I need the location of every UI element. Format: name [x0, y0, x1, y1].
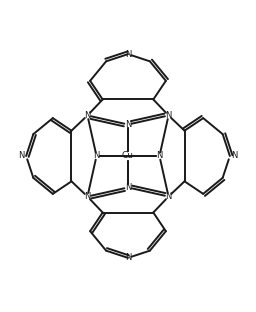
- Text: N: N: [125, 253, 131, 262]
- Text: N: N: [165, 111, 172, 120]
- Text: N: N: [125, 50, 131, 59]
- Text: Cu: Cu: [122, 152, 134, 160]
- Text: N: N: [84, 111, 91, 120]
- Text: N: N: [125, 120, 131, 129]
- Text: N: N: [125, 183, 131, 192]
- Text: N: N: [93, 152, 100, 160]
- Text: N: N: [231, 152, 238, 160]
- Text: N: N: [18, 152, 25, 160]
- Text: N: N: [165, 192, 172, 201]
- Text: N: N: [84, 192, 91, 201]
- Text: N: N: [156, 152, 163, 160]
